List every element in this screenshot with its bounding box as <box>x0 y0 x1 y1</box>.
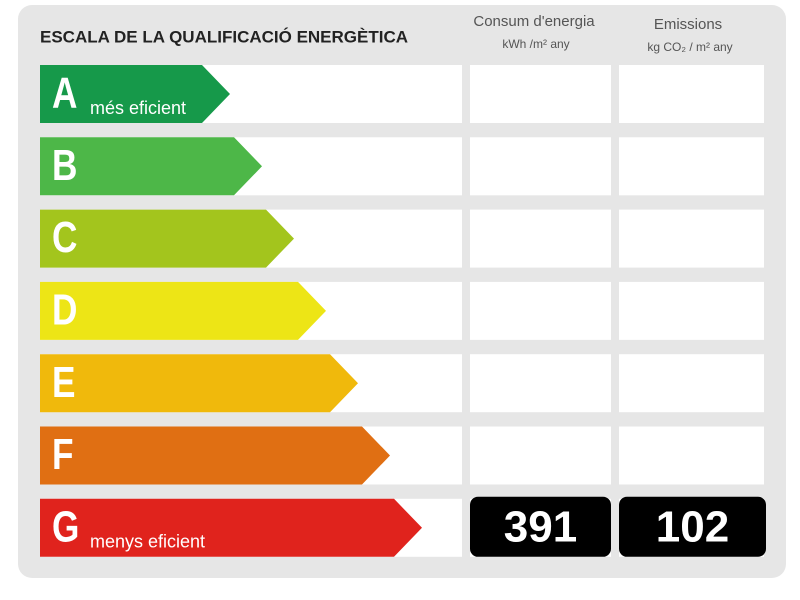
label-title: ESCALA DE LA QUALIFICACIÓ ENERGÈTICA <box>40 27 408 46</box>
rating-letter: B <box>52 141 77 190</box>
column-title: Consum d'energia <box>473 13 595 30</box>
value-box <box>470 496 611 557</box>
rating-letter: C <box>52 214 77 263</box>
cell <box>470 137 611 196</box>
rating-letter: D <box>52 286 77 335</box>
cell <box>470 281 611 340</box>
cell <box>470 426 611 485</box>
cell <box>619 65 764 123</box>
rating-note: menys eficient <box>90 532 205 552</box>
column-unit: kg CO₂ / m² any <box>647 40 732 54</box>
rating-arrow <box>40 354 358 413</box>
rating-arrow <box>40 426 390 485</box>
rating-value: 391 <box>504 502 577 551</box>
rating-letter: G <box>52 503 79 552</box>
cell <box>619 137 764 196</box>
cell <box>619 281 764 340</box>
value-box <box>619 496 766 557</box>
rating-value: 102 <box>656 502 729 551</box>
rating-arrow <box>40 281 326 340</box>
rating-note: més eficient <box>90 98 186 118</box>
cell <box>619 354 764 413</box>
rating-arrow <box>40 209 294 268</box>
cell <box>470 209 611 268</box>
rating-arrow <box>40 498 422 557</box>
cell <box>619 209 764 268</box>
rating-letter: F <box>52 430 74 479</box>
rating-letter: A <box>52 69 77 118</box>
cell <box>470 354 611 413</box>
rating-arrow <box>40 137 262 196</box>
cell <box>619 426 764 485</box>
rating-arrow <box>40 65 230 123</box>
rating-letter: E <box>52 358 75 407</box>
column-title: Emissions <box>654 16 722 33</box>
cell <box>470 65 611 123</box>
column-unit: kWh /m² any <box>502 37 569 51</box>
